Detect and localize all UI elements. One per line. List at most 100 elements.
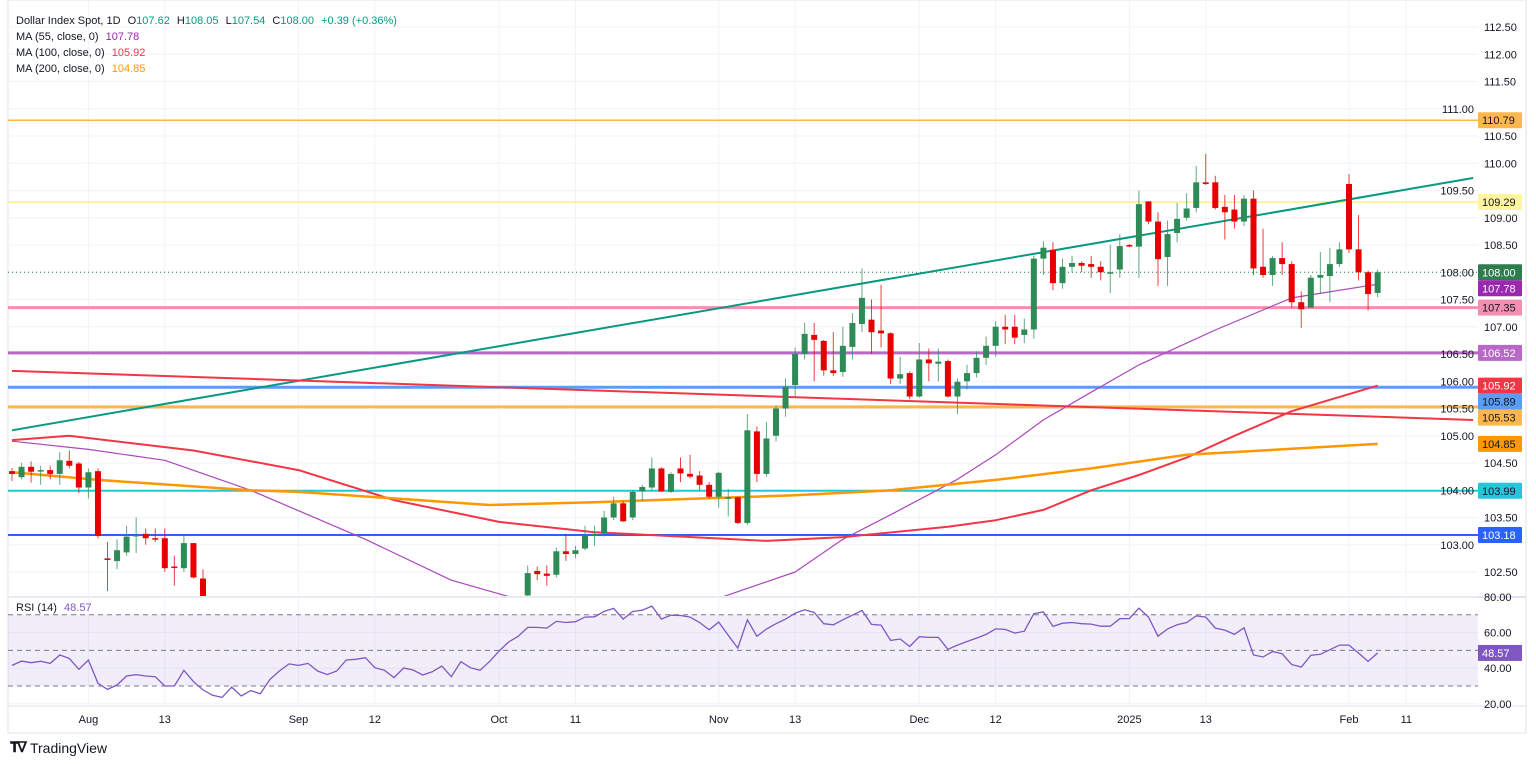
candle-down[interactable]	[47, 465, 54, 480]
candle-down[interactable]	[161, 528, 168, 572]
candle-down[interactable]	[1355, 215, 1362, 281]
candle-down[interactable]	[1078, 261, 1085, 273]
candle-up[interactable]	[180, 533, 187, 572]
candle-up[interactable]	[1021, 318, 1028, 344]
candle-up[interactable]	[1374, 269, 1381, 298]
candle-up[interactable]	[1193, 165, 1200, 213]
candle-up[interactable]	[1107, 245, 1114, 293]
candle-down[interactable]	[1365, 270, 1372, 311]
candle-up[interactable]	[133, 517, 140, 553]
candle-up[interactable]	[839, 326, 846, 377]
candle-up[interactable]	[1030, 255, 1037, 339]
ma100-legend[interactable]: MA (100, close, 0) 105.92	[16, 46, 149, 60]
candle-up[interactable]	[123, 525, 130, 556]
candle-up[interactable]	[629, 490, 636, 521]
candle-down[interactable]	[534, 566, 541, 581]
candle-down[interactable]	[696, 471, 703, 491]
candle-down[interactable]	[906, 371, 913, 400]
candle-up[interactable]	[1326, 247, 1333, 303]
candle-down[interactable]	[9, 467, 15, 481]
candle-up[interactable]	[1135, 190, 1142, 278]
candle-up[interactable]	[983, 336, 990, 365]
candle-up[interactable]	[1317, 252, 1324, 295]
candle-down[interactable]	[562, 533, 569, 562]
candle-up[interactable]	[1307, 274, 1314, 308]
candle-up[interactable]	[792, 347, 799, 398]
candle-up[interactable]	[56, 452, 63, 485]
candle-down[interactable]	[944, 359, 951, 398]
candle-down[interactable]	[706, 482, 713, 499]
candle-down[interactable]	[868, 299, 875, 355]
symbol-legend[interactable]: Dollar Index Spot, 1D O107.62 H108.05 L1…	[16, 14, 401, 28]
candle-up[interactable]	[572, 545, 579, 559]
price-pane[interactable]	[8, 119, 1478, 613]
candle-up[interactable]	[591, 525, 598, 546]
candle-up[interactable]	[1336, 242, 1343, 267]
candle-down[interactable]	[620, 501, 627, 522]
candle-down[interactable]	[104, 542, 111, 592]
candle-up[interactable]	[553, 547, 560, 578]
candle-down[interactable]	[1097, 261, 1104, 281]
candle-up[interactable]	[648, 457, 655, 491]
tradingview-branding[interactable]: 𝐓∇ TradingView	[10, 739, 107, 756]
candle-up[interactable]	[858, 268, 865, 333]
candle-down[interactable]	[1002, 314, 1009, 345]
rsi-pane[interactable]	[8, 605, 1478, 699]
candle-down[interactable]	[687, 454, 694, 479]
candle-up[interactable]	[1069, 255, 1076, 273]
candle-down[interactable]	[543, 565, 550, 586]
candle-down[interactable]	[142, 528, 149, 545]
candle-up[interactable]	[897, 356, 904, 384]
candle-down[interactable]	[66, 450, 73, 469]
candle-up[interactable]	[601, 510, 608, 537]
candle-down[interactable]	[171, 555, 178, 586]
candle-down[interactable]	[811, 322, 818, 382]
candle-down[interactable]	[28, 461, 35, 483]
candle-down[interactable]	[1155, 212, 1161, 286]
candle-down[interactable]	[1126, 243, 1133, 248]
candle-up[interactable]	[37, 465, 44, 485]
candle-up[interactable]	[114, 539, 121, 570]
candle-down[interactable]	[190, 543, 197, 579]
candle-up[interactable]	[1183, 193, 1190, 221]
candle-up[interactable]	[1240, 194, 1247, 226]
candle-up[interactable]	[935, 348, 942, 382]
candle-down[interactable]	[1231, 194, 1238, 229]
candle-up[interactable]	[801, 322, 808, 360]
candle-up[interactable]	[954, 378, 961, 414]
candle-up[interactable]	[1040, 241, 1047, 275]
candle-up[interactable]	[964, 364, 970, 390]
candle-up[interactable]	[849, 313, 856, 360]
candle-up[interactable]	[524, 565, 531, 602]
candle-up[interactable]	[725, 489, 732, 517]
candle-up[interactable]	[715, 471, 722, 508]
candle-down[interactable]	[1298, 291, 1305, 328]
candle-down[interactable]	[75, 461, 82, 493]
candle-up[interactable]	[773, 405, 779, 442]
candle-down[interactable]	[1288, 261, 1295, 308]
candle-down[interactable]	[677, 457, 684, 483]
candle-up[interactable]	[973, 351, 980, 378]
candle-up[interactable]	[1269, 255, 1276, 286]
candle-down[interactable]	[1011, 314, 1018, 345]
candle-up[interactable]	[85, 468, 92, 499]
candle-down[interactable]	[887, 332, 894, 384]
candle-down[interactable]	[1145, 201, 1152, 225]
ma200-legend[interactable]: MA (200, close, 0) 104.85	[16, 62, 149, 76]
candle-down[interactable]	[1212, 175, 1219, 210]
candle-down[interactable]	[94, 468, 101, 539]
candle-up[interactable]	[18, 463, 25, 480]
candle-down[interactable]	[1221, 194, 1228, 240]
candle-down[interactable]	[1279, 242, 1286, 275]
candle-down[interactable]	[200, 569, 206, 613]
candle-down[interactable]	[152, 528, 159, 543]
candle-down[interactable]	[753, 426, 760, 483]
candle-down[interactable]	[1250, 190, 1257, 275]
candle-down[interactable]	[1202, 153, 1209, 186]
candle-down[interactable]	[1346, 174, 1352, 254]
candle-up[interactable]	[763, 422, 770, 477]
candle-up[interactable]	[667, 472, 674, 493]
candle-up[interactable]	[782, 378, 789, 417]
candle-down[interactable]	[878, 284, 885, 348]
